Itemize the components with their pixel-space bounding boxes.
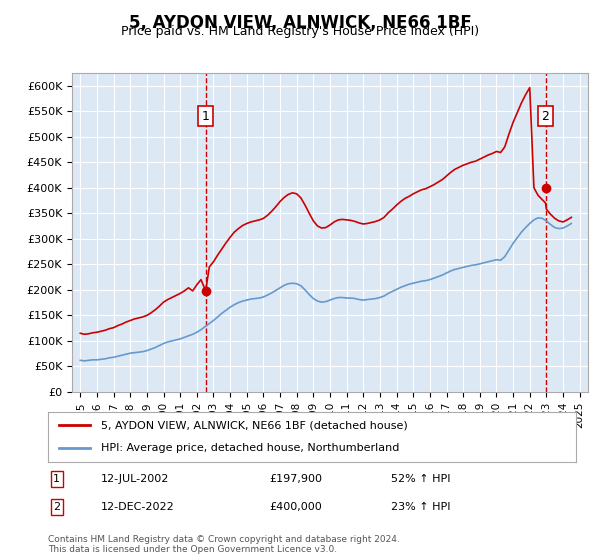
Text: 1: 1 (53, 474, 60, 484)
Text: 2: 2 (53, 502, 61, 512)
Text: 5, AYDON VIEW, ALNWICK, NE66 1BF: 5, AYDON VIEW, ALNWICK, NE66 1BF (128, 14, 472, 32)
Text: Price paid vs. HM Land Registry's House Price Index (HPI): Price paid vs. HM Land Registry's House … (121, 25, 479, 38)
Text: Contains HM Land Registry data © Crown copyright and database right 2024.
This d: Contains HM Land Registry data © Crown c… (48, 535, 400, 554)
Text: £400,000: £400,000 (270, 502, 323, 512)
Text: HPI: Average price, detached house, Northumberland: HPI: Average price, detached house, Nort… (101, 443, 399, 453)
Text: 2: 2 (542, 110, 550, 123)
Text: 52% ↑ HPI: 52% ↑ HPI (391, 474, 451, 484)
Text: 1: 1 (202, 110, 209, 123)
Text: 12-DEC-2022: 12-DEC-2022 (101, 502, 175, 512)
Text: 5, AYDON VIEW, ALNWICK, NE66 1BF (detached house): 5, AYDON VIEW, ALNWICK, NE66 1BF (detach… (101, 420, 407, 430)
Text: £197,900: £197,900 (270, 474, 323, 484)
Text: 23% ↑ HPI: 23% ↑ HPI (391, 502, 451, 512)
Text: 12-JUL-2002: 12-JUL-2002 (101, 474, 169, 484)
